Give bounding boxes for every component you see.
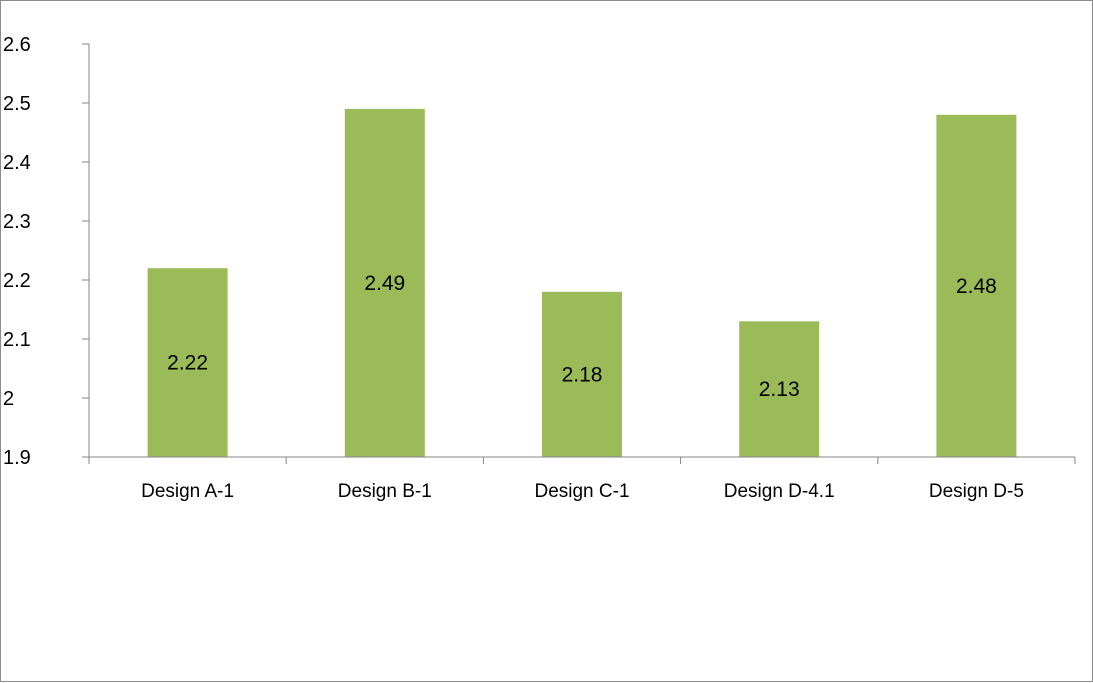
bar-data-label: 2.13 bbox=[759, 378, 800, 401]
y-tick-label: 2.5 bbox=[3, 93, 31, 115]
ticks-layer bbox=[82, 43, 1076, 464]
bar bbox=[542, 291, 622, 457]
y-tick-label: 2.6 bbox=[3, 34, 31, 56]
x-category-label: Design A-1 bbox=[141, 481, 234, 502]
bar-data-label: 2.18 bbox=[562, 363, 603, 386]
bars-layer bbox=[147, 108, 1017, 458]
y-tick-label: 2.2 bbox=[3, 270, 31, 292]
bar-data-label: 2.48 bbox=[956, 275, 997, 298]
y-tick-label: 2.3 bbox=[3, 211, 31, 233]
x-category-label: Design D-5 bbox=[929, 481, 1024, 502]
x-category-label: Design C-1 bbox=[534, 481, 629, 502]
x-category-label: Design D-4.1 bbox=[724, 481, 835, 502]
labels-layer: 1.9 2 2.1 2.2 2.3 2.4 2.5 2.6 2.22 Design A-1 2.49… bbox=[3, 34, 1024, 502]
bar bbox=[344, 108, 425, 458]
y-tick-label: 2 bbox=[3, 388, 14, 410]
x-category-label: Design B-1 bbox=[338, 481, 432, 502]
bar bbox=[147, 268, 228, 457]
y-tick-label: 2.1 bbox=[3, 329, 31, 351]
bar bbox=[936, 114, 1017, 458]
bar bbox=[739, 321, 820, 457]
bar-data-label: 2.22 bbox=[167, 352, 208, 375]
axes-layer bbox=[88, 44, 1075, 458]
y-tick-label: 2.4 bbox=[3, 152, 31, 174]
y-tick-label: 1.9 bbox=[3, 447, 31, 469]
bar-data-label: 2.49 bbox=[364, 272, 405, 295]
